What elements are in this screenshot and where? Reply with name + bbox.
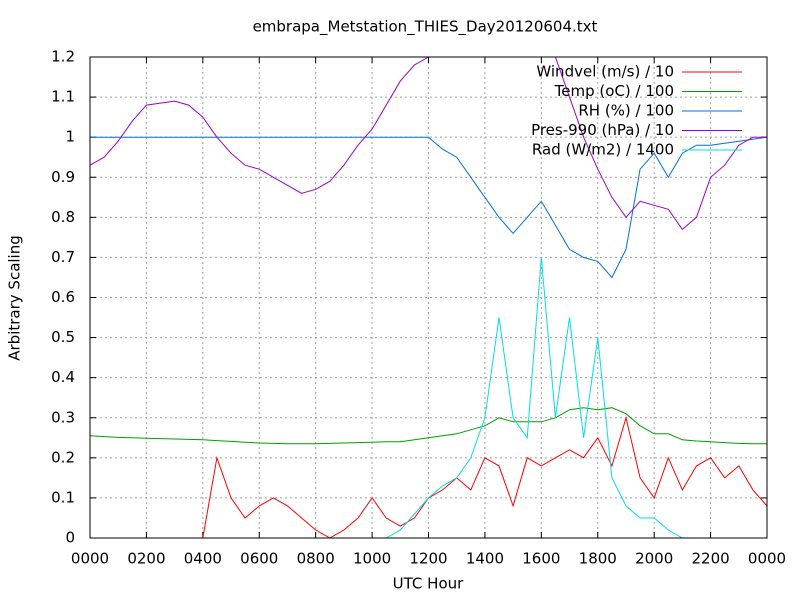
y-tick-label: 0.2: [51, 448, 75, 466]
x-tick-label: 1200: [409, 550, 447, 568]
x-tick-label: 0600: [240, 550, 278, 568]
x-tick-label: 0000: [748, 550, 786, 568]
series-line: [90, 136, 767, 279]
x-tick-label: 1000: [353, 550, 391, 568]
x-tick-label: 2000: [635, 550, 673, 568]
y-tick-label: 1: [65, 128, 75, 146]
x-tick-label: 1400: [466, 550, 504, 568]
x-tick-label: 0200: [127, 550, 165, 568]
y-tick-label: 0.4: [51, 368, 75, 386]
x-tick-label: 1600: [522, 550, 560, 568]
series-line: [90, 257, 767, 538]
y-tick-label: 0.6: [51, 288, 75, 306]
y-tick-label: 0.5: [51, 328, 75, 346]
series-line: [90, 57, 767, 231]
x-tick-label: 0000: [71, 550, 109, 568]
chart-title: embrapa_Metstation_THIES_Day20120604.txt: [253, 18, 598, 37]
plot-border: [89, 56, 768, 539]
x-tick-label: 0800: [297, 550, 335, 568]
y-tick-label: 0.7: [51, 248, 75, 266]
legend-label: RH (%) / 100: [578, 102, 674, 120]
y-tick-label: 0.8: [51, 208, 75, 226]
x-tick-label: 1800: [579, 550, 617, 568]
x-axis-label: UTC Hour: [393, 575, 464, 593]
legend-label: Windvel (m/s) / 10: [536, 63, 674, 81]
legend-label: Pres-990 (hPa) / 10: [531, 121, 674, 139]
y-axis-label: Arbitrary Scaling: [6, 235, 24, 361]
y-tick-label: 1.1: [51, 88, 75, 106]
y-tick-label: 1.2: [51, 48, 75, 66]
y-tick-label: 0: [65, 529, 75, 547]
y-tick-label: 0.9: [51, 168, 75, 186]
x-tick-label: 2200: [691, 550, 729, 568]
y-tick-label: 0.3: [51, 408, 75, 426]
plot-area: [90, 57, 767, 538]
legend-label: Rad (W/m2) / 1400: [532, 141, 674, 159]
y-tick-label: 0.1: [51, 488, 75, 506]
x-tick-label: 0400: [184, 550, 222, 568]
series-line: [90, 407, 767, 445]
legend-label: Temp (oC) / 100: [554, 82, 674, 100]
